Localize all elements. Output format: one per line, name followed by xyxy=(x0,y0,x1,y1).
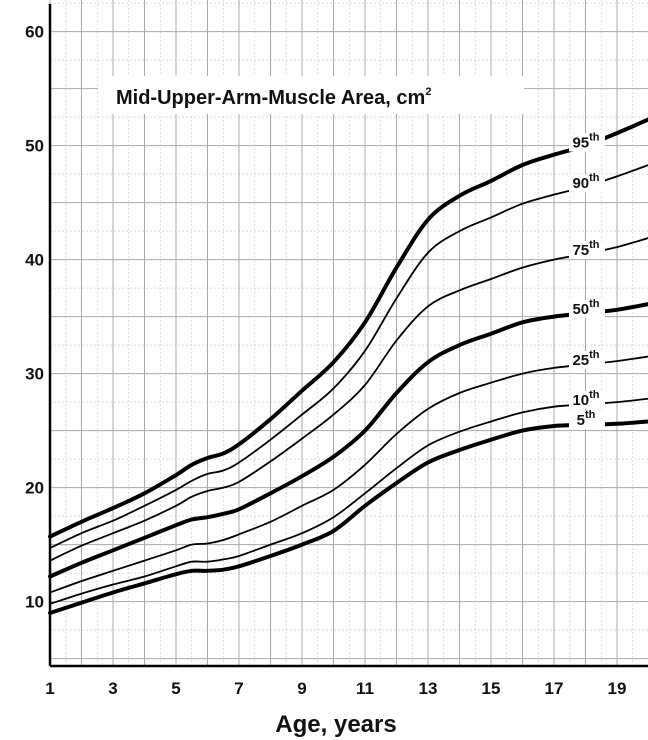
percentile-label-suffix: th xyxy=(589,172,600,184)
percentile-label-suffix: th xyxy=(589,389,600,401)
y-tick-label: 60 xyxy=(25,23,44,42)
percentile-label-number: 95 xyxy=(572,134,589,151)
x-tick-label: 11 xyxy=(356,679,374,698)
percentile-curve-50 xyxy=(48,302,648,579)
percentile-curve-25 xyxy=(49,355,648,594)
percentile-curve-95 xyxy=(48,117,648,539)
percentile-label-backdrop xyxy=(569,390,605,409)
percentile-label-10: 10th xyxy=(572,389,599,409)
axes xyxy=(48,4,648,668)
y-tick-label: 10 xyxy=(25,593,44,612)
x-tick-label: 19 xyxy=(608,679,627,698)
percentile-label-90: 90th xyxy=(572,172,599,192)
percentile-label-number: 25 xyxy=(572,352,589,369)
x-tick-label: 13 xyxy=(419,679,438,698)
chart-title-text: Mid-Upper-Arm-Muscle Area, cm xyxy=(116,87,425,109)
x-tick-label: 7 xyxy=(234,679,243,698)
percentile-label-backdrop xyxy=(569,299,605,318)
percentile-label-backdrop xyxy=(569,133,605,152)
percentile-label-suffix: th xyxy=(589,239,600,251)
minor-gridlines xyxy=(50,0,648,666)
percentile-label-backdrop xyxy=(569,241,605,260)
percentile-label-backdrop xyxy=(569,351,605,370)
title-backdrop xyxy=(98,76,524,114)
percentile-label-number: 5 xyxy=(577,412,585,429)
percentile-label-5: 5th xyxy=(577,409,596,429)
x-tick-label: 5 xyxy=(171,679,180,698)
x-tick-label: 17 xyxy=(545,679,564,698)
percentile-label-suffix: th xyxy=(589,298,600,310)
percentile-label-number: 90 xyxy=(572,175,589,192)
percentile-curve-5 xyxy=(48,419,648,615)
x-tick-label: 1 xyxy=(45,679,54,698)
chart-title-superscript: 2 xyxy=(425,86,431,98)
percentile-label-number: 75 xyxy=(572,242,589,259)
percentile-curve-75 xyxy=(49,237,648,562)
y-tick-label: 40 xyxy=(25,251,44,270)
percentile-label-backdrop xyxy=(569,174,605,193)
y-tick-label: 30 xyxy=(25,365,44,384)
percentile-label-backdrop xyxy=(569,411,605,430)
percentile-curve-10 xyxy=(49,397,648,605)
percentile-label-75: 75th xyxy=(572,239,599,259)
percentile-label-suffix: th xyxy=(585,409,596,421)
percentile-label-suffix: th xyxy=(589,131,600,143)
percentile-label-50: 50th xyxy=(572,298,599,318)
y-tick-label: 50 xyxy=(25,137,44,156)
x-tick-label: 3 xyxy=(108,679,117,698)
y-tick-label: 20 xyxy=(25,479,44,498)
percentile-label-suffix: th xyxy=(589,349,600,361)
percentile-label-number: 10 xyxy=(572,392,589,409)
x-axis-title: Age, years xyxy=(275,711,396,738)
x-tick-label: 9 xyxy=(297,679,306,698)
percentile-label-95: 95th xyxy=(572,131,599,151)
percentile-curve-90 xyxy=(49,164,648,549)
chart-title: Mid-Upper-Arm-Muscle Area, cm2 xyxy=(116,86,431,109)
percentile-label-25: 25th xyxy=(572,349,599,369)
x-tick-label: 15 xyxy=(482,679,501,698)
percentile-label-number: 50 xyxy=(572,301,589,318)
